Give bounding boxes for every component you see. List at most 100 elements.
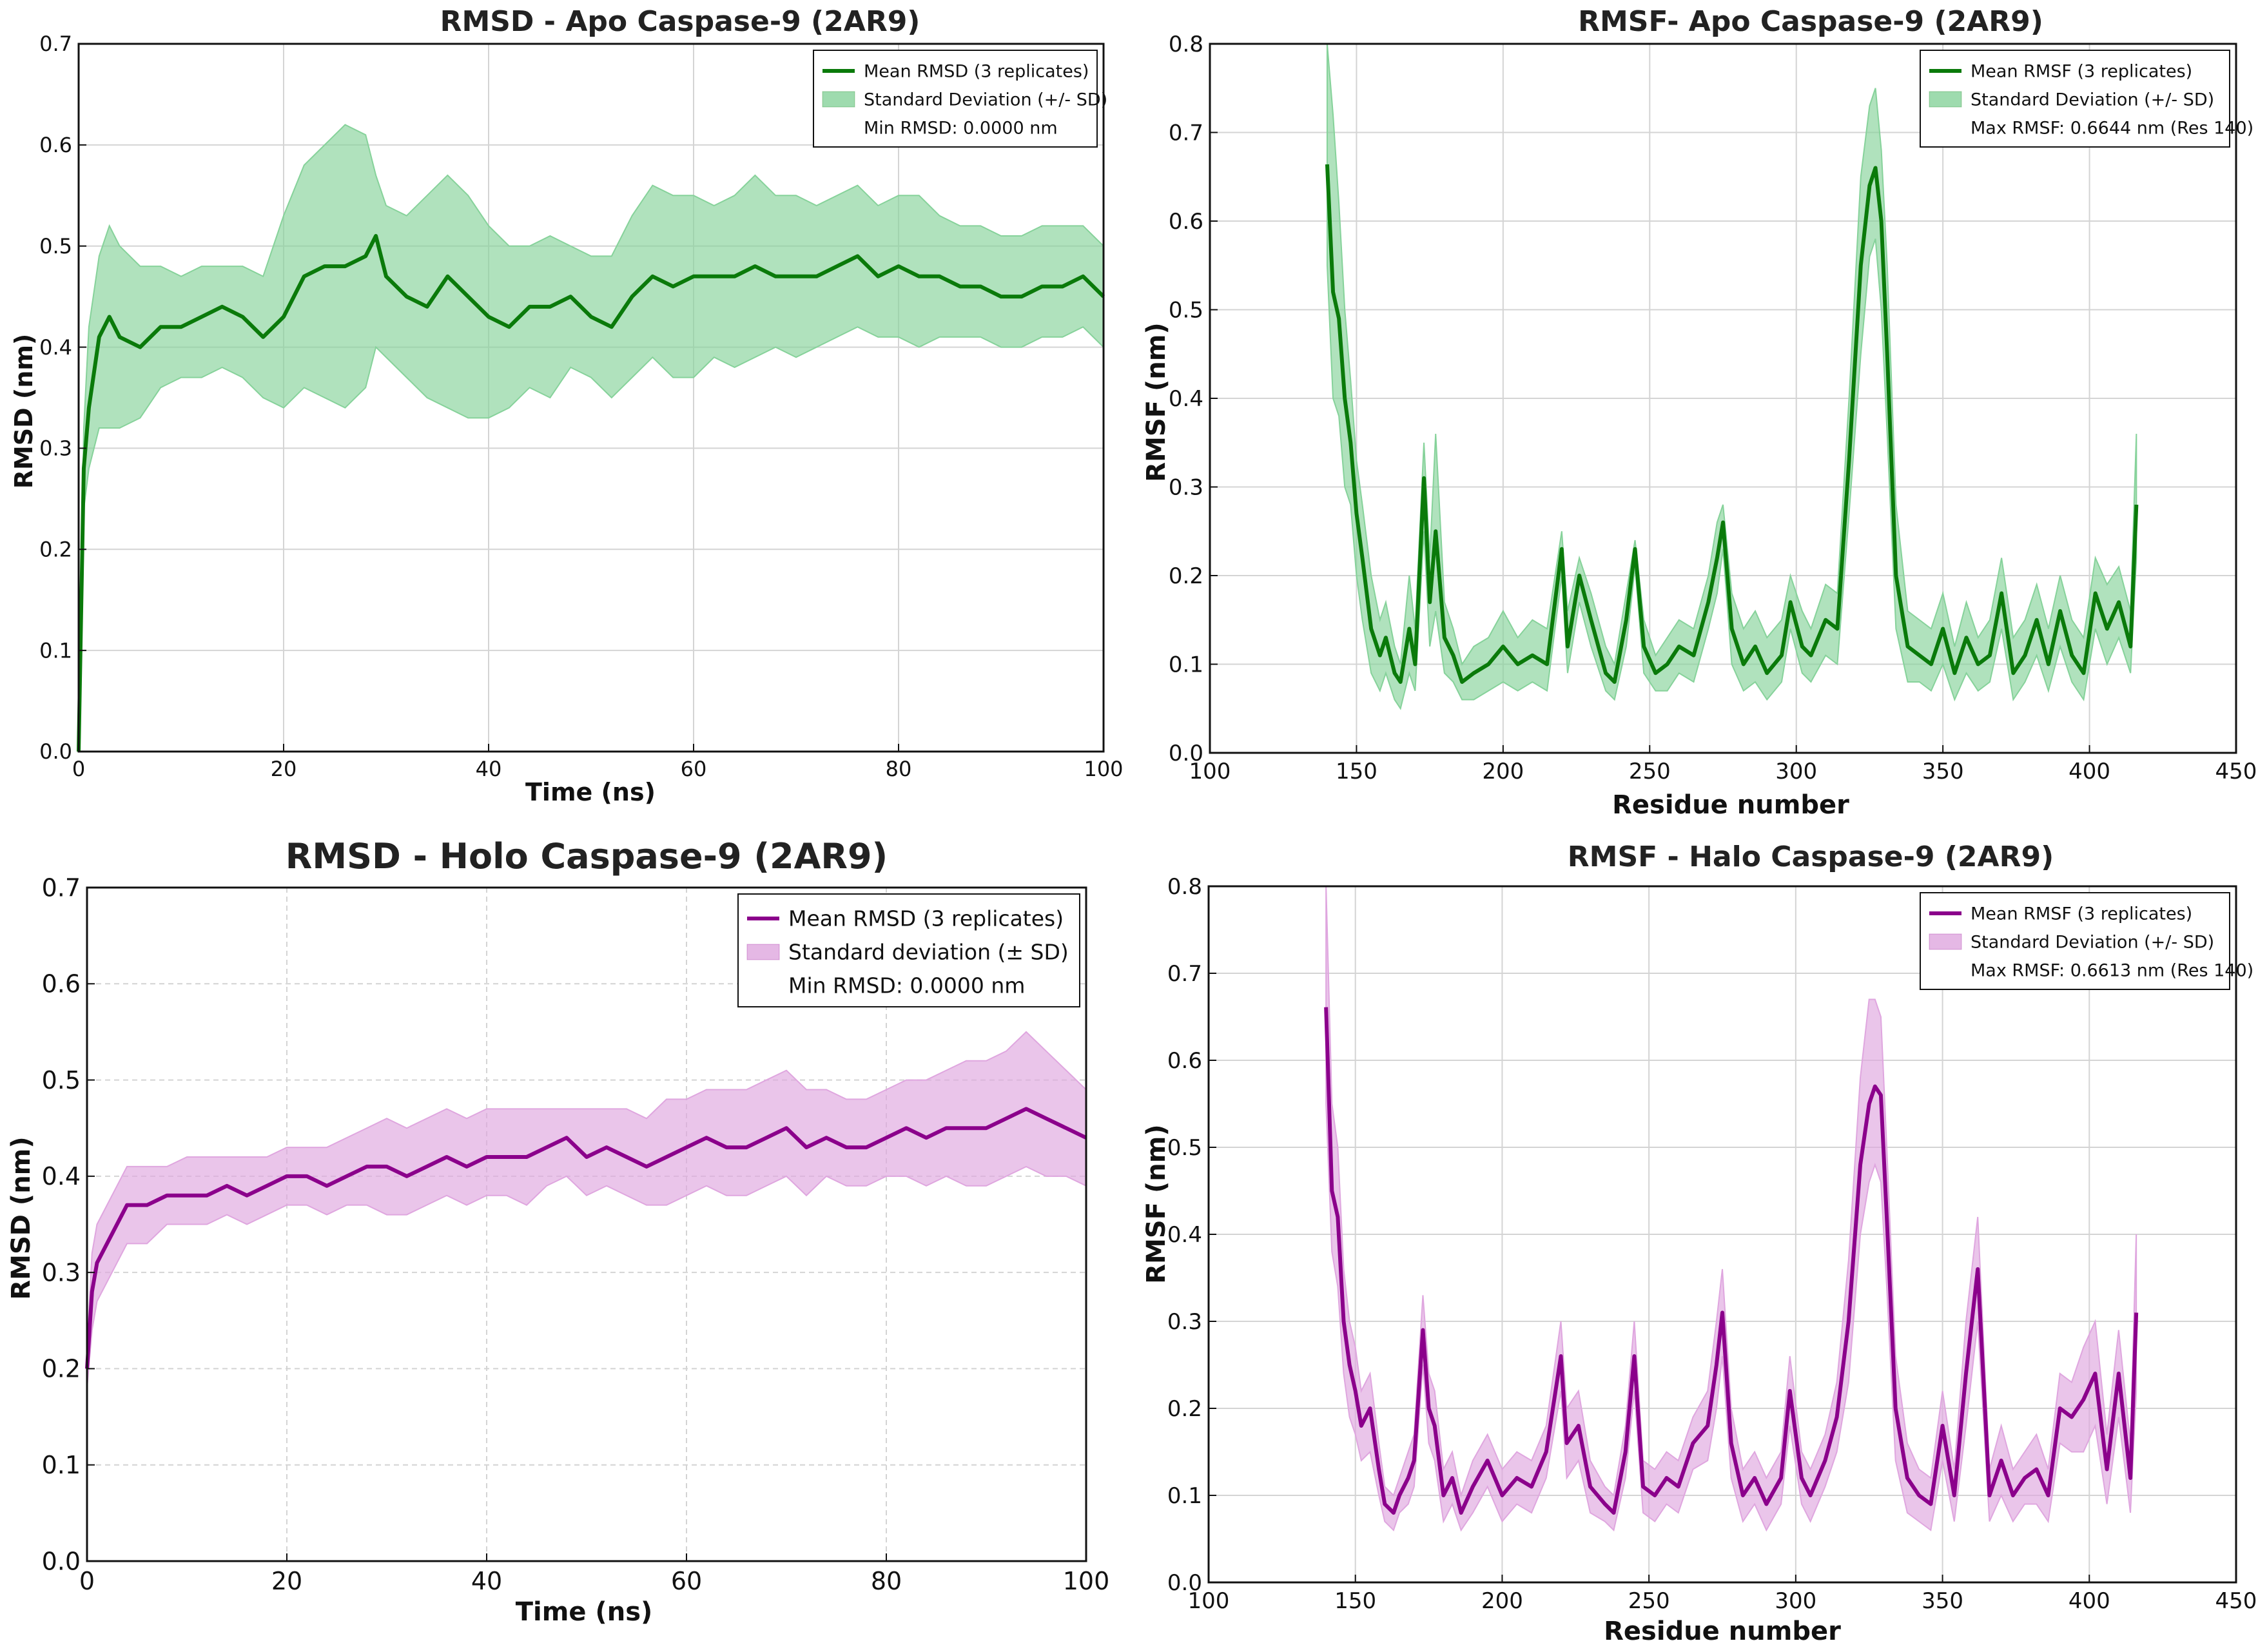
sd-band — [1325, 886, 2137, 1532]
y-tick-label: 0.3 — [1167, 1309, 1202, 1335]
legend-box — [813, 50, 1098, 148]
x-tick-label: 80 — [886, 757, 912, 781]
x-tick-label: 300 — [1775, 759, 1817, 784]
y-tick-label: 0.2 — [39, 537, 72, 561]
x-tick-label: 60 — [681, 757, 707, 781]
legend-entry: Standard Deviation (+/- SD) — [864, 90, 1107, 110]
y-axis-label: RMSF (nm) — [1142, 322, 1171, 481]
x-tick-label: 350 — [1922, 1588, 1963, 1614]
x-tick-label: 450 — [2215, 759, 2257, 784]
x-tick-label: 200 — [1481, 1588, 1523, 1614]
x-tick-label: 150 — [1336, 759, 1377, 784]
x-tick-label: 300 — [1775, 1588, 1816, 1614]
plot-background — [79, 44, 1104, 752]
y-tick-label: 0.2 — [1167, 1396, 1202, 1422]
y-tick-label: 0.6 — [1167, 1048, 1202, 1074]
legend: Mean RMSD (3 replicates) Standard Deviati… — [813, 50, 1107, 148]
legend-box — [737, 893, 1080, 1007]
x-tick-label: 350 — [1922, 759, 1964, 784]
mean-line — [1324, 1007, 2139, 1515]
legend: Mean RMSF (3 replicates) Standard Deviati… — [1920, 892, 2253, 990]
legend-entry: Min RMSD: 0.0000 nm — [788, 973, 1025, 998]
legend-entry: Standard deviation (± SD) — [788, 940, 1069, 965]
legend-entry: Standard Deviation (+/- SD) — [1971, 90, 2214, 110]
mean-line — [77, 234, 1105, 752]
y-tick-label: 0.5 — [1169, 297, 1203, 323]
y-tick-label: 0.8 — [1169, 32, 1203, 57]
x-tick-label: 100 — [1188, 1588, 1230, 1614]
y-tick-label: 0.7 — [1169, 120, 1203, 146]
x-tick-label: 20 — [271, 1567, 302, 1595]
x-tick-label: 100 — [1084, 757, 1123, 781]
x-tick-label: 250 — [1629, 759, 1671, 784]
mean-line — [1325, 164, 2139, 684]
x-axis-label: Residue number — [1612, 790, 1849, 820]
x-axis-label: Time (ns) — [525, 778, 656, 806]
y-tick-label: 0.6 — [1169, 209, 1203, 235]
y-axis-label: RMSF (nm) — [1142, 1124, 1171, 1283]
y-tick-label: 0.7 — [39, 32, 72, 56]
chart-title: RMSF- Apo Caspase-9 (2AR9) — [1578, 5, 2043, 38]
y-tick-label: 0.5 — [1167, 1135, 1202, 1161]
x-tick-label: 400 — [2068, 759, 2110, 784]
legend-box — [1920, 50, 2230, 148]
x-tick-label: 0 — [79, 1567, 95, 1595]
x-tick-label: 150 — [1334, 1588, 1376, 1614]
mean-line — [85, 1107, 1087, 1369]
y-tick-label: 0.3 — [42, 1258, 81, 1287]
legend-entry: Min RMSD: 0.0000 nm — [864, 118, 1058, 138]
y-tick-label: 0.2 — [1169, 563, 1203, 589]
y-tick-label: 0.1 — [42, 1451, 81, 1479]
x-axis-label: Residue number — [1604, 1617, 1841, 1646]
legend: Mean RMSD (3 replicates) Standard deviati… — [737, 893, 1080, 1007]
chart-title: RMSF - Halo Caspase-9 (2AR9) — [1568, 841, 2054, 873]
plot-area: 100 150 200 250 300 350 400 450 0.0 0.1 0.2 0.3 0.4 0… — [1169, 32, 2257, 784]
x-tick-label: 0 — [72, 757, 85, 781]
y-tick-label: 0.6 — [42, 970, 81, 998]
plot-frame — [77, 43, 1105, 753]
y-tick-label: 0.7 — [1167, 961, 1202, 987]
x-tick-label: 80 — [871, 1567, 902, 1595]
legend-box — [1920, 892, 2230, 990]
y-tick-label: 0.3 — [39, 436, 72, 461]
chart-title: RMSD - Apo Caspase-9 (2AR9) — [440, 5, 920, 38]
y-tick-label: 0.0 — [1169, 741, 1203, 766]
y-tick-label: 0.4 — [1167, 1222, 1202, 1248]
x-tick-label: 20 — [271, 757, 297, 781]
y-tick-label: 0.0 — [39, 739, 72, 764]
x-tick-label: 100 — [1063, 1567, 1110, 1595]
x-axis-label: Time (ns) — [516, 1597, 653, 1627]
y-axis-label: RMSD (nm) — [10, 334, 38, 489]
plot-area: 0 20 40 60 80 100 0.0 0.1 0.2 0.3 0.4 0.5 0.6 0.7 Mean… — [39, 32, 1123, 781]
chart-holo-rmsf: RMSF - Halo Caspase-9 (2AR9) 100 150 200 25… — [1142, 841, 2257, 1646]
x-tick-label: 100 — [1189, 759, 1231, 784]
y-tick-label: 0.2 — [42, 1355, 81, 1383]
x-tick-label: 60 — [671, 1567, 702, 1595]
y-tick-label: 0.1 — [1167, 1483, 1202, 1509]
chart-apo-rmsf: RMSF- Apo Caspase-9 (2AR9) 100 150 200 250 3… — [1142, 5, 2257, 820]
plot-area: 0 20 40 60 80 100 0.0 0.1 0.2 0.3 0.4 0.5 0.6 0.7 Mean… — [42, 873, 1110, 1595]
y-tick-label: 0.8 — [1167, 874, 1202, 900]
plot-frame — [86, 886, 1087, 1562]
y-tick-label: 0.0 — [42, 1547, 81, 1575]
y-tick-label: 0.3 — [1169, 474, 1203, 500]
y-tick-label: 0.5 — [39, 234, 72, 258]
y-tick-label: 0.1 — [39, 638, 72, 663]
y-tick-label: 0.4 — [1169, 386, 1203, 412]
chart-holo-rmsd: RMSD - Holo Caspase-9 (2AR9) 0 20 40 60 80 10… — [6, 836, 1110, 1627]
x-tick-label: 450 — [2215, 1588, 2257, 1614]
legend-fill-swatch — [1929, 933, 1962, 950]
legend-entry: Mean RMSF (3 replicates) — [1971, 61, 2192, 81]
y-axis-label: RMSD (nm) — [6, 1136, 36, 1299]
y-tick-label: 0.6 — [39, 133, 72, 157]
x-tick-label: 250 — [1628, 1588, 1670, 1614]
legend: Mean RMSF (3 replicates) Standard Deviati… — [1920, 50, 2253, 148]
legend-entry: Max RMSF: 0.6644 nm (Res 140) — [1971, 118, 2253, 138]
y-tick-label: 0.4 — [39, 335, 72, 360]
chart-title: RMSD - Holo Caspase-9 (2AR9) — [286, 836, 888, 877]
legend-fill-swatch — [746, 944, 780, 960]
legend-fill-swatch — [1929, 91, 1962, 108]
legend-entry: Mean RMSF (3 replicates) — [1971, 904, 2192, 924]
legend-entry: Max RMSF: 0.6613 nm (Res 140) — [1971, 960, 2253, 980]
legend-fill-swatch — [822, 91, 855, 108]
